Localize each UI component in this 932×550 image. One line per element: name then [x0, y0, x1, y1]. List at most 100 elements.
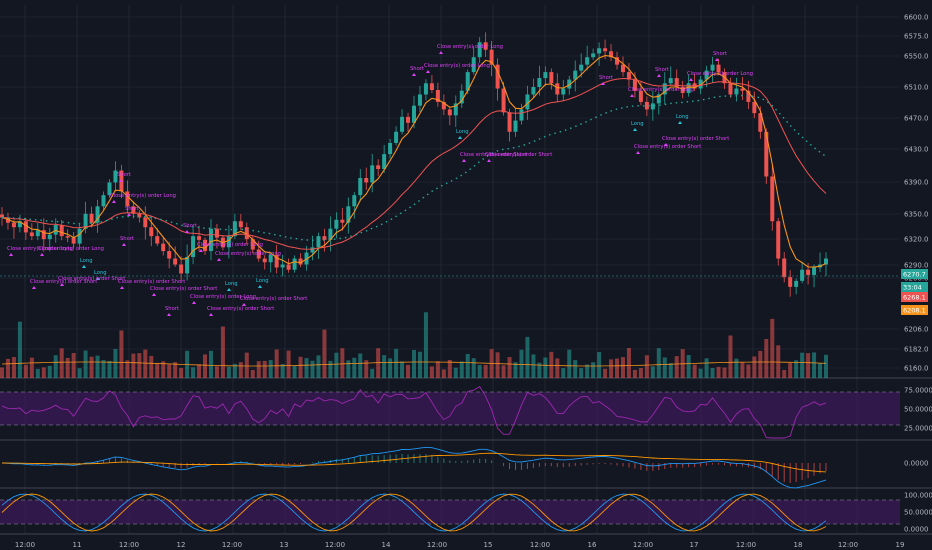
volume-bar: [447, 359, 452, 378]
candle-body: [298, 258, 303, 265]
volume-bar: [125, 360, 130, 378]
time-tick-label: 16: [588, 541, 597, 549]
candle-body: [226, 236, 231, 248]
candle-body: [370, 165, 375, 183]
volume-bar: [173, 362, 178, 378]
candle-body: [131, 206, 136, 214]
rsi-band: [0, 392, 900, 425]
price-tick-label: 6160.0: [904, 365, 929, 373]
candle-body: [573, 70, 578, 80]
strategy-signal-label: Close entry(s) order Long: [38, 246, 104, 252]
price-tick-label: 6290.0: [904, 262, 929, 270]
signal-arrow-icon: [439, 51, 443, 54]
candle-body: [89, 213, 94, 223]
volume-bar: [650, 366, 655, 378]
volume-bar: [543, 357, 548, 378]
volume-bar: [17, 321, 22, 378]
candle-body: [101, 195, 106, 207]
candle-body: [435, 90, 440, 102]
time-tick-label: 12:00: [530, 541, 550, 549]
candle-body: [412, 105, 416, 123]
time-tick-label: 12:00: [325, 541, 345, 549]
volume-bar: [412, 350, 416, 378]
candle-body: [716, 64, 721, 73]
volume-bar: [352, 357, 357, 378]
candle-body: [609, 51, 614, 58]
time-tick-label: 17: [690, 541, 699, 549]
volume-bar: [620, 357, 625, 378]
strategy-signal-label: Close entry(s) order Short: [58, 276, 125, 282]
candle-body: [35, 230, 40, 237]
candle-body: [674, 78, 679, 88]
volume-bar: [119, 330, 124, 378]
time-tick-label: 12:00: [838, 541, 858, 549]
candle-body: [549, 72, 554, 84]
signal-arrow-icon: [185, 230, 189, 233]
price-tick-label: 6182.0: [904, 346, 929, 354]
volume-bar: [674, 356, 679, 378]
volume-bar: [734, 358, 739, 378]
candle-body: [447, 109, 452, 116]
volume-bar: [197, 364, 202, 378]
candle-body: [537, 78, 542, 88]
signal-arrow-icon: [715, 58, 719, 61]
candle-body: [620, 64, 625, 73]
candle-body: [208, 228, 213, 252]
volume-bar: [752, 356, 757, 378]
volume-bar: [250, 369, 255, 378]
candle-body: [191, 236, 196, 258]
candle-body: [388, 142, 393, 155]
volume-bar: [244, 352, 249, 378]
candle-body: [824, 258, 828, 265]
candle-body: [483, 42, 488, 50]
volume-bar: [316, 355, 321, 378]
volume-bar: [23, 364, 28, 378]
candle-body: [203, 239, 208, 252]
signal-arrow-icon: [657, 74, 661, 77]
candle-body: [698, 79, 703, 89]
price-tag-box: [901, 269, 928, 279]
signal-arrow-icon: [633, 128, 637, 131]
volume-bar: [232, 363, 237, 378]
candle-body: [644, 101, 649, 110]
volume-bar: [113, 348, 118, 378]
volume-bar: [208, 350, 213, 378]
strategy-signal-label: Close entry(s) order Short: [150, 286, 217, 292]
candle-body: [543, 72, 548, 79]
price-tick-label: 6390.0: [904, 179, 929, 187]
strategy-signal-label: Close entry(s) order Long: [197, 242, 263, 248]
candlesticks: [0, 32, 828, 297]
candle-body: [489, 49, 494, 65]
candle-body: [286, 264, 291, 270]
volume-bar: [95, 355, 100, 378]
price-tick-label: 6430.0: [904, 146, 929, 154]
signal-arrow-icon: [689, 78, 693, 81]
rsi-line: [1, 385, 827, 439]
price-tag-box: [901, 292, 928, 302]
candle-body: [358, 177, 363, 196]
price-tag-text: 6268.1: [903, 294, 926, 302]
candle-body: [459, 90, 464, 104]
candle-body: [776, 221, 781, 259]
volume-bar: [758, 350, 763, 378]
strategy-signal-label: Short: [410, 66, 424, 72]
candle-body: [656, 94, 661, 104]
strategy-signal-label: Close entry(s) order Short: [460, 152, 527, 158]
time-tick-label: 12:00: [633, 541, 653, 549]
volume-bar: [5, 358, 10, 378]
volume-bar: [286, 350, 291, 378]
candle-body: [382, 154, 387, 170]
signal-arrow-icon: [217, 258, 221, 261]
signal-arrow-icon: [601, 82, 605, 85]
time-tick-label: 18: [794, 541, 803, 549]
macd-pane: [1, 446, 827, 489]
strategy-signal-label: Close entry(s) order Short: [30, 279, 97, 285]
rsi-tick-label: 50.0000: [904, 406, 932, 414]
candle-body: [179, 264, 184, 274]
signal-arrow-icon: [426, 70, 430, 73]
volume-bar: [812, 352, 817, 378]
signal-arrow-icon: [487, 159, 491, 162]
volume-bar: [364, 360, 369, 378]
volume-bar: [770, 318, 775, 378]
